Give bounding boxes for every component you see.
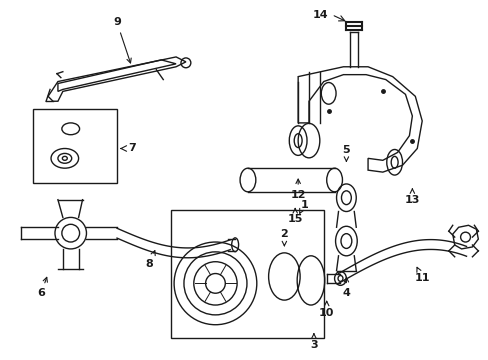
Text: 5: 5 (342, 145, 349, 161)
Text: 9: 9 (113, 18, 131, 63)
Text: 10: 10 (318, 301, 334, 318)
Text: 6: 6 (37, 277, 47, 298)
Text: 3: 3 (309, 334, 317, 350)
Text: 1: 1 (299, 199, 307, 213)
Text: 4: 4 (342, 278, 349, 298)
Text: 11: 11 (414, 267, 429, 283)
Text: 2: 2 (280, 229, 287, 246)
Text: 7: 7 (128, 144, 135, 153)
Text: 14: 14 (312, 10, 328, 19)
Bar (171, 210, 323, 338)
Text: 15: 15 (287, 208, 302, 224)
Bar (33, 109, 117, 183)
Text: 13: 13 (404, 189, 419, 205)
Text: 12: 12 (290, 179, 305, 200)
Text: 8: 8 (145, 251, 155, 269)
